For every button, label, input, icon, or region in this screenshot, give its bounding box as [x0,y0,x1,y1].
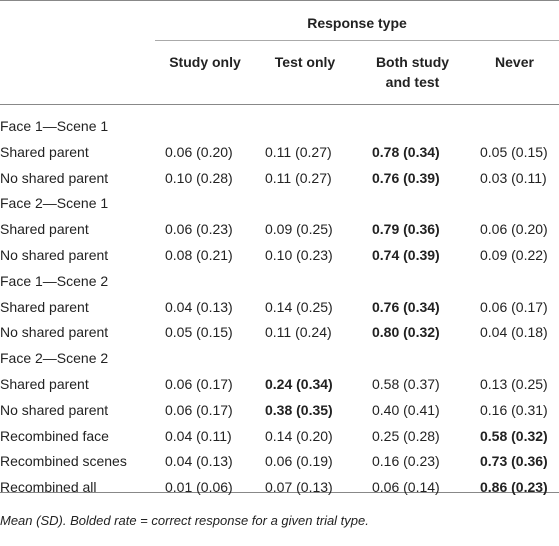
row-label: Shared parent [0,143,89,160]
cell: 0.58 (0.37) [372,376,440,392]
group-label: Face 2—Scene 1 [0,195,109,212]
row-label: Recombined face [0,427,109,444]
cell: 0.04 (0.13) [165,298,233,315]
cell: 0.04 (0.13) [165,453,233,470]
column-header: Study only [169,54,241,70]
cell: 0.80 (0.32) [372,324,440,341]
row-label: No shared parent [0,169,109,186]
column-header: Test only [274,54,336,70]
cell: 0.06 (0.20) [165,143,233,160]
cell: 0.06 (0.20) [480,221,548,238]
cell: 0.03 (0.11) [480,169,547,186]
cell: 0.16 (0.23) [372,453,440,470]
cell: 0.40 (0.41) [372,401,440,418]
cell: 0.06 (0.19) [265,453,333,470]
cell: 0.86 (0.23) [480,479,548,496]
row-label: Shared parent [0,376,89,392]
cell: 0.09 (0.25) [265,221,333,238]
row-label: Recombined scenes [0,453,127,470]
row-label: Recombined all [0,479,97,496]
cell: 0.06 (0.14) [372,479,440,496]
group-label: Face 1—Scene 1 [0,118,109,134]
cell: 0.06 (0.23) [165,221,233,238]
column-header: Never [495,54,534,70]
cell: 0.06 (0.17) [480,298,548,315]
cell: 0.06 (0.17) [165,376,233,392]
bottom-rule [0,492,559,493]
cell: 0.05 (0.15) [165,324,233,341]
cell: 0.09 (0.22) [480,247,548,263]
group-label: Face 1—Scene 2 [0,272,109,289]
row-label: Shared parent [0,298,89,315]
row-label: No shared parent [0,247,109,263]
table-note: Mean (SD). Bolded rate = correct respons… [0,513,369,528]
cell: 0.14 (0.25) [265,298,333,315]
column-header: Both study and test [375,54,450,90]
cell: 0.07 (0.13) [265,479,333,496]
cell: 0.11 (0.27) [265,169,332,186]
cell: 0.79 (0.36) [372,221,440,238]
cell: 0.14 (0.20) [265,427,333,444]
cell: 0.16 (0.31) [480,401,548,418]
cell: 0.04 (0.18) [480,324,548,341]
cell: 0.58 (0.32) [480,427,548,444]
cell: 0.08 (0.21) [165,247,233,263]
header-rule [0,104,559,105]
cell: 0.74 (0.39) [372,247,440,263]
cell: 0.38 (0.35) [265,401,333,418]
spanner-rule [155,40,559,41]
row-label: Shared parent [0,221,89,238]
cell: 0.11 (0.24) [265,324,332,341]
cell: 0.10 (0.28) [165,169,233,186]
cell: 0.11 (0.27) [265,143,332,160]
cell: 0.76 (0.34) [372,298,440,315]
top-rule [0,0,559,1]
cell: 0.10 (0.23) [265,247,333,263]
cell: 0.73 (0.36) [480,453,548,470]
group-label: Face 2—Scene 2 [0,350,109,367]
cell: 0.78 (0.34) [372,143,440,160]
cell: 0.01 (0.06) [165,479,233,496]
cell: 0.13 (0.25) [480,376,548,392]
cell: 0.76 (0.39) [372,169,440,186]
row-label: No shared parent [0,324,109,341]
cell: 0.04 (0.11) [165,427,232,444]
row-label: No shared parent [0,401,109,418]
cell: 0.05 (0.15) [480,143,548,160]
cell: 0.25 (0.28) [372,427,440,444]
spanner-header: Response type [307,15,407,31]
cell: 0.24 (0.34) [265,376,333,392]
cell: 0.06 (0.17) [165,401,233,418]
